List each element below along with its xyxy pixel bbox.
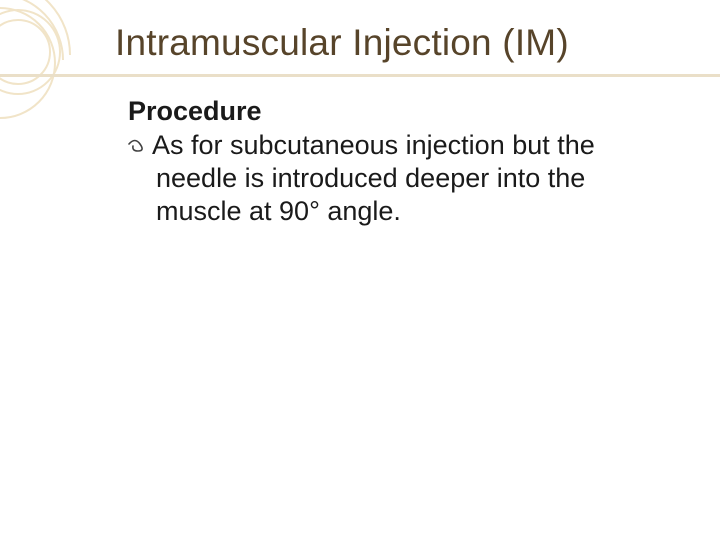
content-area: Procedure As for subcutaneous injection … — [128, 96, 650, 228]
bullet-line-2: needle is introduced deeper into the — [128, 162, 650, 195]
slide-title: Intramuscular Injection (IM) — [115, 22, 569, 64]
curly-bullet-icon — [128, 139, 148, 158]
bullet-line-1: As for subcutaneous injection but the — [152, 129, 595, 162]
title-underline — [0, 74, 720, 77]
bullet-item: As for subcutaneous injection but the — [128, 129, 650, 162]
bullet-line-3: muscle at 90° angle. — [128, 195, 650, 228]
subheading-procedure: Procedure — [128, 96, 650, 127]
corner-decoration — [0, 0, 130, 130]
